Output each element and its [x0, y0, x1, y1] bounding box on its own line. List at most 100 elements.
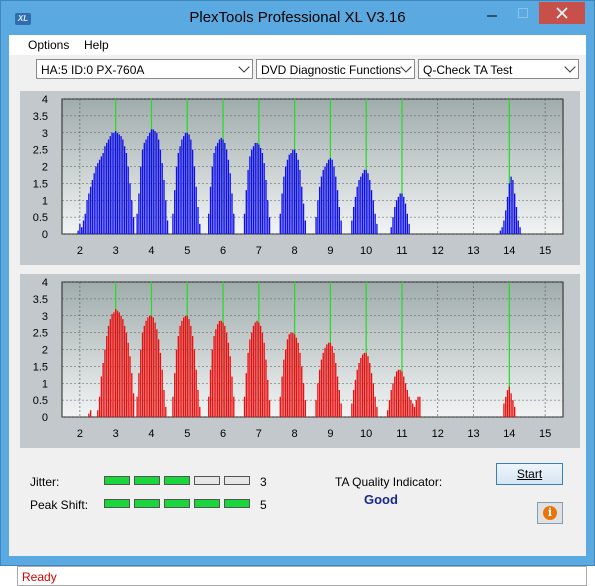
histogram-bar — [132, 393, 135, 417]
chevron-down-icon — [564, 61, 576, 73]
histogram-bar — [329, 158, 332, 234]
histogram-bar — [224, 142, 226, 234]
histogram-bar — [190, 139, 192, 234]
histogram-bar — [301, 186, 303, 234]
histogram-bar — [288, 334, 290, 417]
histogram-bar — [358, 363, 360, 417]
histogram-bar — [301, 366, 303, 417]
test-select[interactable]: Q-Check TA Test — [418, 59, 579, 79]
histogram-bar — [417, 396, 419, 417]
histogram-bar — [115, 309, 117, 417]
histogram-bar — [225, 149, 228, 234]
histogram-bar — [320, 359, 323, 417]
histogram-bar — [365, 169, 367, 234]
histogram-bar — [177, 153, 179, 234]
histogram-bar — [254, 142, 256, 234]
y-tick-label: 2.5 — [33, 328, 48, 340]
meter-segment — [104, 499, 130, 508]
minimize-button[interactable] — [477, 2, 507, 24]
y-tick-label: 1.5 — [33, 361, 48, 373]
histogram-bar — [419, 396, 421, 417]
menu-help[interactable]: Help — [84, 38, 109, 52]
histogram-bar — [505, 396, 507, 417]
histogram-bar — [98, 396, 101, 417]
histogram-bar — [318, 186, 321, 234]
histogram-bar — [322, 352, 324, 417]
function-select[interactable]: DVD Diagnostic Functions — [256, 59, 415, 79]
title-bar[interactable]: XL PlexTools Professional XL V3.16 — [1, 1, 594, 35]
histogram-bar — [174, 190, 176, 234]
histogram-bar — [392, 383, 394, 417]
histogram-bar — [315, 400, 317, 417]
histogram-bar — [394, 376, 396, 417]
histogram-bar — [209, 186, 212, 234]
test-select-value: Q-Check TA Test — [423, 63, 513, 77]
histogram-bar — [331, 159, 333, 234]
histogram-bar — [329, 342, 332, 417]
x-tick-label: 6 — [220, 428, 226, 440]
histogram-bar — [157, 339, 160, 417]
histogram-bar — [138, 193, 140, 234]
start-button[interactable]: Start — [496, 463, 563, 485]
histogram-bar — [356, 186, 358, 234]
histogram-bar — [327, 342, 330, 417]
histogram-bar — [340, 403, 342, 417]
x-tick-label: 2 — [77, 245, 83, 257]
histogram-bar — [352, 390, 355, 417]
histogram-bar — [408, 223, 410, 234]
x-tick-label: 15 — [539, 428, 551, 440]
histogram-bar — [102, 363, 104, 417]
histogram-bar — [136, 396, 138, 417]
histogram-bar — [88, 193, 90, 234]
histogram-bar — [259, 147, 262, 234]
meter-segment — [134, 476, 160, 485]
y-tick-label: 0.5 — [33, 212, 48, 224]
minimize-icon — [487, 15, 497, 17]
y-tick-label: 2 — [42, 345, 48, 357]
histogram-bar — [412, 403, 414, 417]
y-tick-label: 3 — [42, 311, 48, 323]
close-button[interactable] — [539, 2, 585, 24]
histogram-bar — [172, 396, 174, 417]
histogram-bar — [102, 153, 104, 234]
histogram-bar — [181, 320, 183, 417]
menu-options[interactable]: Options — [28, 38, 70, 52]
histogram-bar — [163, 180, 165, 234]
histogram-bar — [127, 166, 129, 234]
histogram-bar — [183, 317, 185, 417]
histogram-bar — [227, 342, 230, 417]
histogram-bar — [252, 146, 255, 234]
histogram-bar — [213, 153, 215, 234]
jitter-chart-top: 0 0.5 1 1.5 2 2.5 3 3.5 4 2 3 4 5 6 7 8 9 10 11 12 13 14 15 — [20, 91, 580, 265]
histogram-bar — [283, 359, 285, 417]
histogram-bar — [290, 332, 292, 417]
histogram-bar — [106, 142, 108, 234]
ta-quality-value: Good — [364, 492, 398, 507]
x-tick-label: 8 — [292, 428, 298, 440]
info-icon: i — [543, 506, 557, 520]
histogram-bar — [197, 207, 199, 234]
app-logo-icon: XL — [15, 13, 31, 25]
histogram-bar — [218, 320, 221, 417]
histogram-bar — [175, 349, 178, 417]
histogram-bar — [84, 213, 86, 234]
histogram-bar — [499, 230, 502, 234]
histogram-bar — [256, 320, 258, 417]
histogram-bar — [245, 190, 247, 234]
histogram-bar — [177, 336, 179, 417]
histogram-bar — [131, 373, 133, 417]
info-button[interactable]: i — [537, 502, 563, 524]
histogram-bar — [140, 166, 142, 234]
maximize-button[interactable] — [508, 2, 538, 24]
histogram-bar — [360, 357, 362, 417]
histogram-bar — [367, 356, 369, 417]
histogram-bar — [403, 376, 405, 417]
histogram-bar — [250, 332, 253, 417]
histogram-bar — [98, 159, 101, 234]
y-tick-label: 4 — [42, 94, 48, 106]
histogram-bar — [388, 400, 391, 417]
drive-select[interactable]: HA:5 ID:0 PX-760A — [36, 59, 253, 79]
y-tick-label: 3.5 — [33, 111, 48, 123]
histogram-bar — [199, 406, 201, 417]
histogram-bar — [324, 166, 326, 234]
